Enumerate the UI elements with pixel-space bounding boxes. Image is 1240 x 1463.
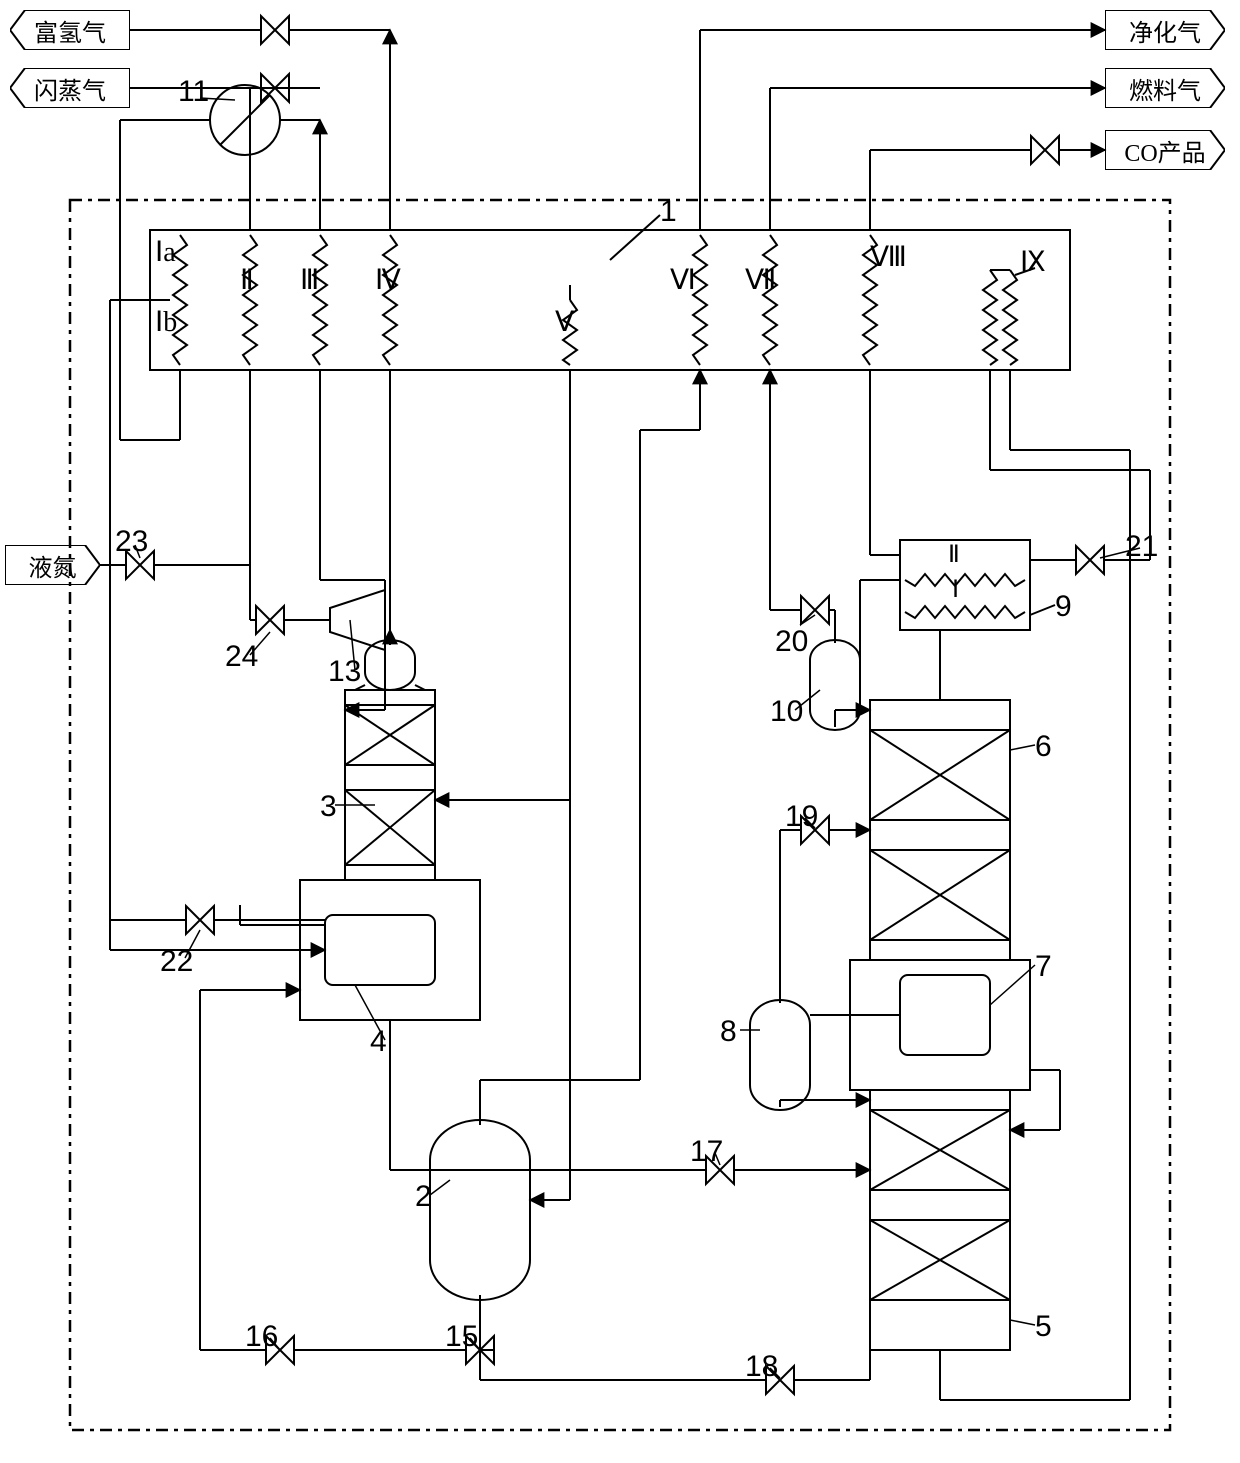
callout-2: 2 — [415, 1180, 432, 1214]
io-co-product: CO产品 — [1105, 130, 1225, 170]
label-Ib: Ⅰb — [155, 305, 177, 339]
callout-10: 10 — [770, 695, 803, 729]
callout-6: 6 — [1035, 730, 1052, 764]
label-II: Ⅱ — [240, 263, 254, 297]
io-rich-h2: 富氢气 — [10, 10, 130, 50]
label-VI: Ⅵ — [670, 263, 696, 297]
label-IV: Ⅳ — [375, 263, 401, 297]
label-sub-II: Ⅱ — [948, 540, 960, 569]
callout-22: 22 — [160, 945, 193, 979]
callout-24: 24 — [225, 640, 258, 674]
callout-15: 15 — [445, 1320, 478, 1354]
label-VIII: Ⅷ — [870, 240, 907, 274]
label-III: Ⅲ — [300, 263, 319, 297]
callout-23: 23 — [115, 525, 148, 559]
label-IX: Ⅸ — [1020, 245, 1046, 279]
callout-7: 7 — [1035, 950, 1052, 984]
io-fuel-gas: 燃料气 — [1105, 68, 1225, 108]
callout-11: 11 — [178, 75, 209, 109]
callout-9: 9 — [1055, 590, 1072, 624]
label-sub-I: Ⅰ — [952, 575, 959, 604]
callout-16: 16 — [245, 1320, 278, 1354]
callout-20: 20 — [775, 625, 808, 659]
label-V: Ⅴ — [555, 305, 574, 339]
io-flash-gas: 闪蒸气 — [10, 68, 130, 108]
callout-8: 8 — [720, 1015, 737, 1049]
callout-5: 5 — [1035, 1310, 1052, 1344]
callout-13: 13 — [328, 655, 361, 689]
callout-17: 17 — [690, 1135, 723, 1169]
io-liquid-n2: 液氮 — [5, 545, 100, 585]
callout-4: 4 — [370, 1025, 387, 1059]
callout-21: 21 — [1125, 530, 1158, 564]
callout-3: 3 — [320, 790, 337, 824]
io-purified-gas: 净化气 — [1105, 10, 1225, 50]
label-VII: Ⅶ — [745, 263, 776, 297]
process-diagram — [0, 0, 1240, 1463]
callout-1: 1 — [660, 195, 677, 229]
callout-19: 19 — [785, 800, 818, 834]
label-Ia: Ⅰa — [155, 235, 176, 269]
callout-18: 18 — [745, 1350, 778, 1384]
